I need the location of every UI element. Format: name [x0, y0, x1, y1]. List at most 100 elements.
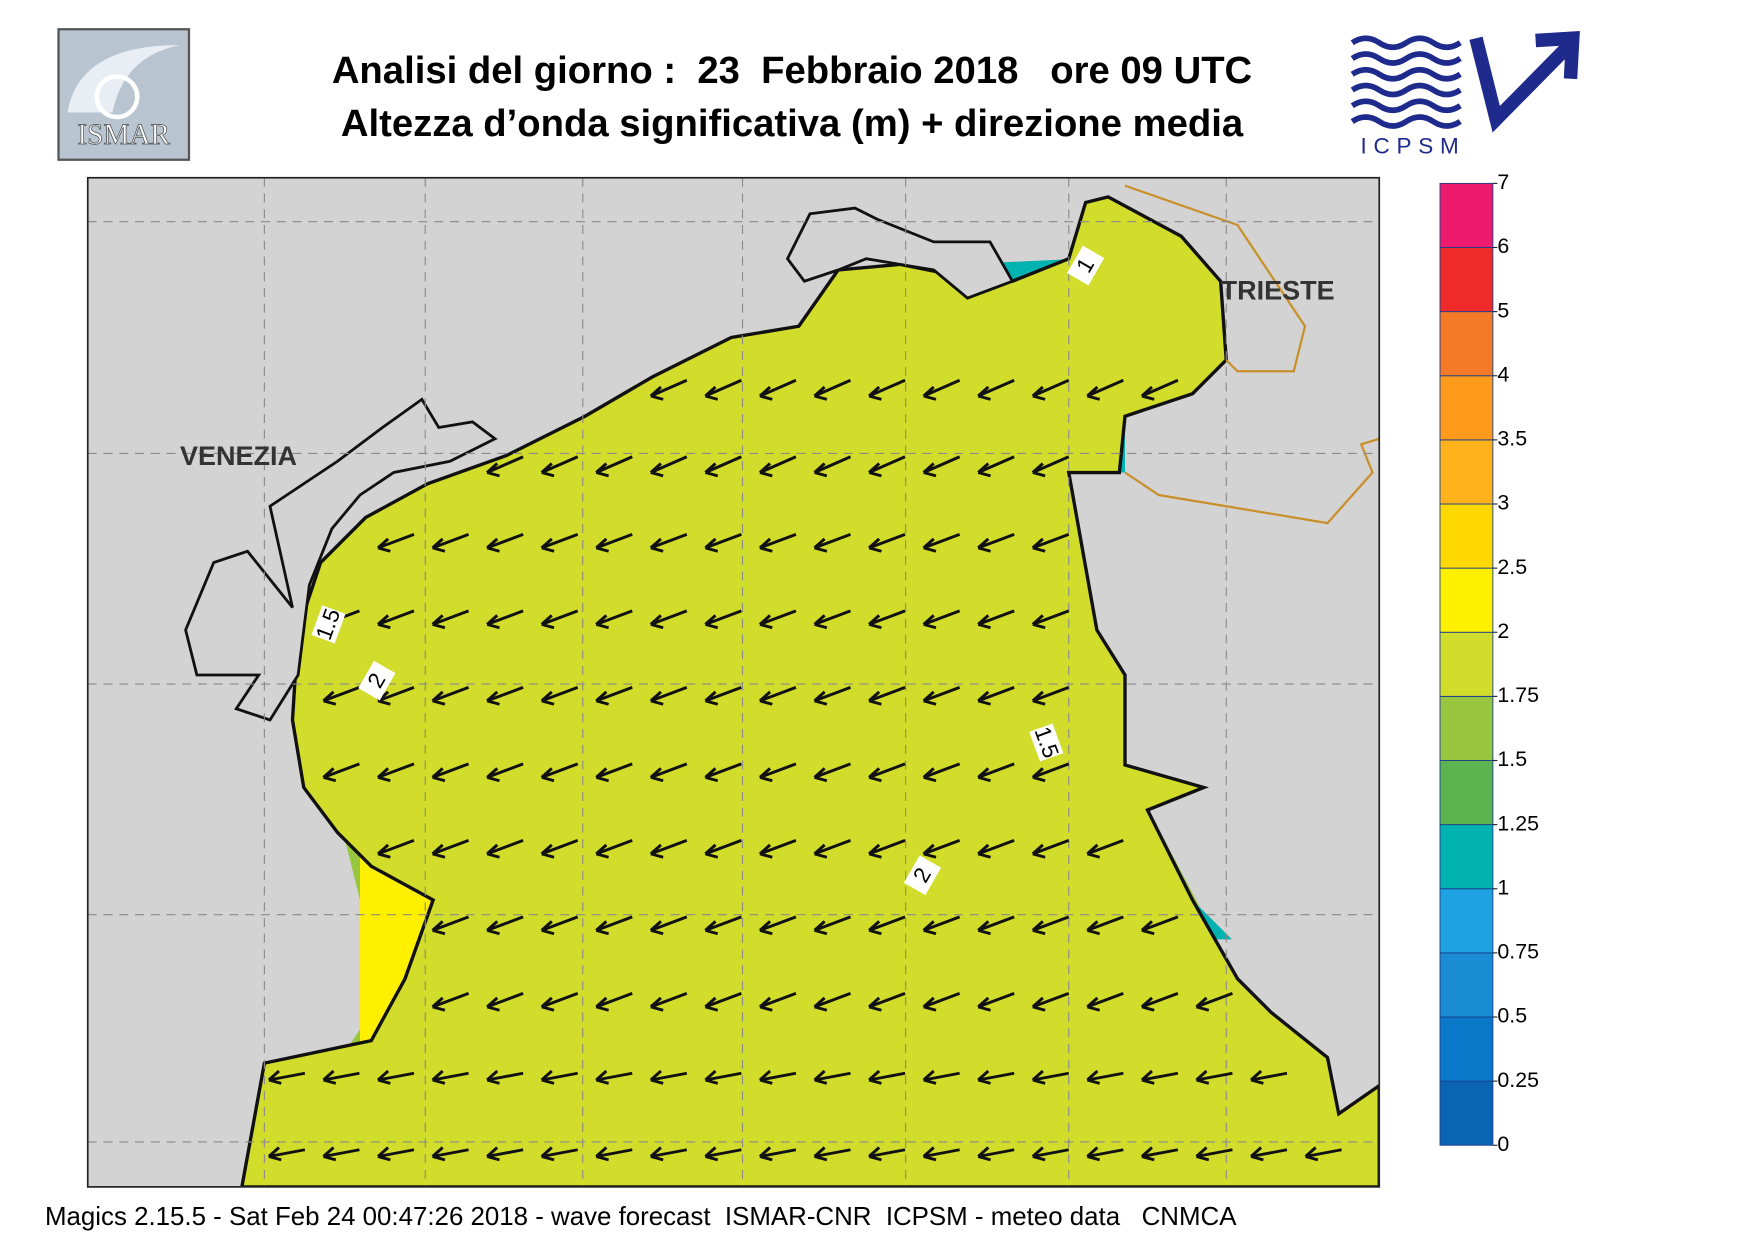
- arrow: [486, 609, 524, 630]
- arrow: [977, 455, 1015, 478]
- arrow: [431, 992, 470, 1012]
- arrow: [977, 686, 1015, 706]
- arrow: [431, 1146, 469, 1162]
- ismar-logo: ISMAR: [57, 28, 191, 161]
- arrow: [649, 533, 688, 553]
- colorbar-tick-label: 1.75: [1497, 683, 1539, 707]
- contour-label-bg: [903, 855, 942, 896]
- logo-text: ICPSM: [1360, 133, 1465, 158]
- graticule: [87, 177, 1380, 1187]
- arrow: [977, 378, 1015, 401]
- arrow: [813, 992, 852, 1012]
- colorbar-tick-label: 7: [1497, 170, 1509, 194]
- arrow: [813, 1069, 851, 1085]
- arrow: [977, 915, 1015, 936]
- colorbar-tick-label: 0.75: [1497, 940, 1539, 964]
- arrow: [704, 915, 742, 936]
- arrow: [595, 1146, 633, 1162]
- colorbar-tick-label: 0.5: [1497, 1004, 1527, 1028]
- arrow: [1086, 378, 1124, 401]
- arrow: [649, 1146, 688, 1162]
- colorbar: 0 0.25 0.5 0.75 1 1.25 1.5 1.75 2 2.5 3 3.5 4 5 6 7: [1439, 170, 1539, 1156]
- arrow: [758, 609, 797, 630]
- arrow: [922, 533, 961, 553]
- arrow: [758, 992, 797, 1012]
- arrow: [813, 915, 852, 936]
- arrow: [431, 609, 470, 630]
- arrow: [595, 686, 633, 706]
- colorbar-swatch: [1439, 695, 1494, 761]
- colorbar-tick-label: 2.5: [1497, 555, 1527, 579]
- arrow: [868, 378, 906, 401]
- arrow: [922, 609, 961, 630]
- colorbar-swatch: [1439, 760, 1494, 826]
- arrow: [486, 1069, 524, 1085]
- arrow: [758, 839, 797, 859]
- arrow: [758, 915, 797, 936]
- arrow: [704, 762, 742, 783]
- arrow: [595, 762, 633, 783]
- arrow: [322, 686, 360, 706]
- arrow: [1031, 1146, 1070, 1162]
- subtitle: Altezza d’onda significativa (m) + direz…: [341, 102, 1244, 145]
- arrow: [1140, 378, 1179, 401]
- arrow: [486, 1146, 524, 1162]
- arrow: [486, 533, 524, 553]
- arrow: [704, 455, 742, 478]
- arrow: [649, 455, 688, 478]
- arrow: [813, 455, 852, 478]
- colorbar-swatch: [1439, 567, 1494, 633]
- arrow: [431, 839, 470, 859]
- arrow: [540, 1069, 578, 1085]
- arrow: [322, 762, 360, 783]
- arrow: [868, 839, 906, 859]
- colorbar-tick-label: 0: [1497, 1132, 1509, 1156]
- colorbar-swatch: [1439, 439, 1494, 505]
- arrow: [595, 455, 633, 478]
- arrow: [977, 839, 1015, 859]
- arrow: [322, 1069, 360, 1085]
- arrow: [922, 992, 961, 1012]
- arrow: [868, 686, 906, 706]
- arrow: [922, 915, 961, 936]
- arrow: [1031, 839, 1070, 859]
- arrow: [1031, 992, 1070, 1012]
- arrow: [431, 686, 470, 706]
- logo-text: ISMAR: [77, 119, 170, 151]
- colorbar-tick-label: 6: [1497, 234, 1509, 258]
- colorbar-tick-label: 0.25: [1497, 1068, 1539, 1092]
- arrow: [595, 1069, 633, 1085]
- colorbar-swatch: [1439, 888, 1494, 954]
- arrow: [868, 1146, 906, 1162]
- arrow: [1250, 1146, 1288, 1162]
- arrow: [1031, 762, 1070, 783]
- arrow: [868, 762, 906, 783]
- arrow: [813, 378, 852, 401]
- arrow: [1086, 992, 1124, 1012]
- place-label: VENEZIA: [180, 441, 297, 471]
- arrow: [1086, 1146, 1124, 1162]
- arrow: [704, 1146, 742, 1162]
- contour-label: 2: [903, 855, 942, 896]
- arrow: [922, 686, 961, 706]
- arrow: [377, 1146, 415, 1162]
- arrow: [377, 839, 415, 859]
- map: VENEZIA TRIESTE: [87, 177, 1380, 1187]
- arrow: [377, 609, 415, 630]
- arrow: [1031, 609, 1070, 630]
- arrow: [540, 915, 579, 936]
- arrow: [377, 533, 415, 553]
- arrow: [322, 1146, 360, 1162]
- arrow: [1031, 686, 1070, 706]
- arrow: [431, 1069, 469, 1085]
- colorbar-tick-label: 1.25: [1497, 811, 1539, 835]
- colorbar-tick-label: 1: [1497, 875, 1509, 899]
- arrow: [540, 686, 579, 706]
- map-frame: [86, 176, 1381, 1188]
- arrow: [649, 378, 688, 401]
- arrow: [813, 1146, 851, 1162]
- arrow: [758, 378, 797, 401]
- arrow: [649, 915, 688, 936]
- arrow: [486, 762, 524, 783]
